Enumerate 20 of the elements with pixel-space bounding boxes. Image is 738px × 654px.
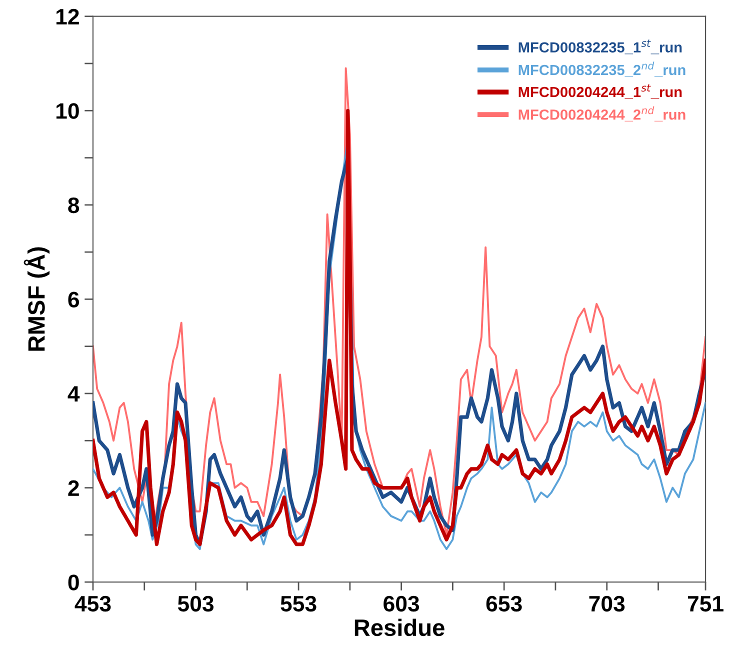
x-tick-label: 653 bbox=[486, 596, 522, 612]
y-tick-label: 4 bbox=[68, 386, 80, 402]
legend-label: MFCD00832235_1$^{st}$_run bbox=[518, 40, 682, 54]
x-tick-label: 751 bbox=[688, 596, 724, 612]
x-tick-label: 553 bbox=[280, 596, 316, 612]
y-tick-label: 10 bbox=[56, 103, 79, 119]
y-tick-label: 12 bbox=[56, 8, 79, 24]
x-tick-label: 453 bbox=[74, 596, 111, 612]
y-tick-label: 6 bbox=[68, 292, 79, 308]
y-tick-label: 0 bbox=[68, 574, 79, 590]
x-tick-label: 603 bbox=[384, 596, 420, 612]
y-tick-label: 8 bbox=[68, 197, 80, 214]
y-axis-title: RMSF (Å) bbox=[24, 247, 50, 351]
legend-label: MFCD00204244_2$^{nd}$_run bbox=[518, 106, 686, 122]
x-tick-label: 703 bbox=[589, 596, 625, 612]
x-axis-title: Residue bbox=[354, 618, 444, 636]
y-tick-label: 2 bbox=[68, 480, 79, 496]
legend-label: MFCD00832235_2$^{nd}$_run bbox=[518, 62, 686, 77]
x-tick-label: 503 bbox=[178, 596, 214, 612]
legend-label: MFCD00204244_1$^{st}$_run bbox=[518, 84, 682, 99]
